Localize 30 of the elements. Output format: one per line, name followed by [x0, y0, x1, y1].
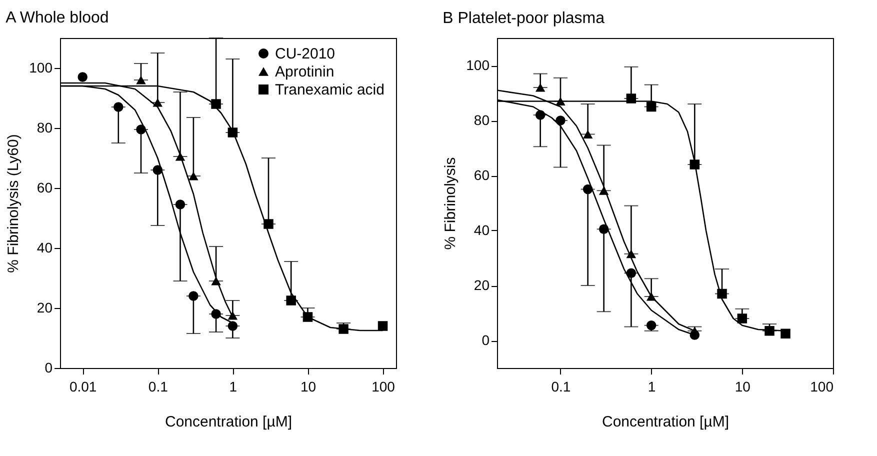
y-axis-title: % Fibrinolysis: [442, 157, 460, 250]
legend-label: Aprotinin: [275, 64, 334, 80]
y-tick-label: 20: [36, 300, 53, 316]
y-tick-label: 0: [44, 360, 53, 376]
y-tick-label: 80: [36, 120, 53, 136]
y-tick-label: 100: [29, 60, 53, 76]
x-axis-title: Concentration [µM]: [164, 414, 292, 430]
legend-label: CU-2010: [275, 46, 336, 62]
y-tick-label: 20: [474, 277, 490, 293]
legend-label: Tranexamic acid: [275, 82, 384, 98]
chart-title: B Platelet-poor plasma: [442, 10, 605, 27]
y-tick-label: 80: [474, 112, 490, 128]
y-tick-label: 60: [474, 167, 490, 183]
y-tick-label: 60: [36, 180, 53, 196]
y-tick-label: 0: [482, 332, 490, 348]
y-tick-label: 100: [466, 57, 490, 73]
x-tick-label: 0.1: [551, 378, 571, 394]
chart-title: A Whole blood: [6, 9, 109, 26]
x-tick-label: 100: [810, 378, 834, 394]
x-tick-label: 0.01: [69, 378, 97, 394]
x-tick-label: 100: [372, 378, 396, 394]
y-tick-label: 40: [36, 240, 53, 256]
x-tick-label: 1: [229, 378, 238, 394]
y-tick-label: 40: [474, 222, 490, 238]
x-tick-label: 10: [300, 378, 316, 394]
y-axis-title: % Fibrinolysis (Ly60): [5, 134, 22, 273]
x-tick-label: 10: [734, 378, 751, 394]
x-axis-title: Concentration [µM]: [602, 414, 730, 430]
x-tick-label: 1: [648, 378, 656, 394]
x-tick-label: 0.1: [148, 378, 168, 394]
